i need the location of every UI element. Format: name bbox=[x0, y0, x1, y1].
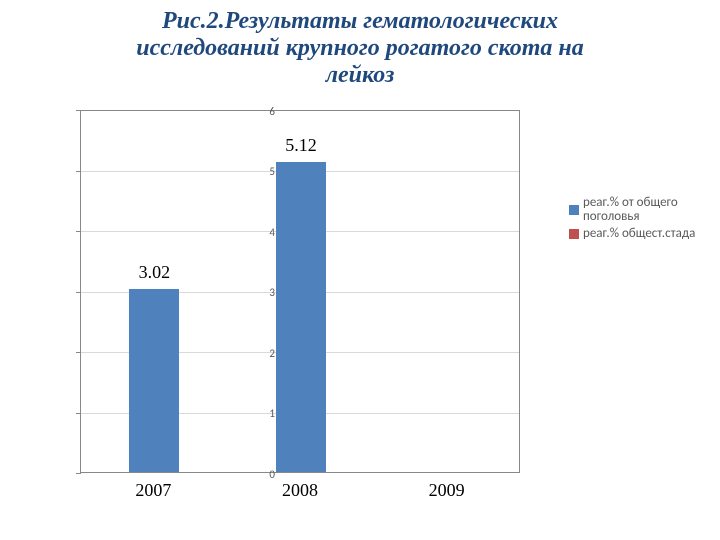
y-tick-label: 2 bbox=[245, 347, 275, 360]
legend-label: реаг.% общест.стада bbox=[583, 227, 695, 241]
y-tickmark bbox=[76, 413, 81, 414]
bar bbox=[276, 162, 326, 472]
y-tickmark bbox=[76, 110, 81, 111]
legend-label: реаг.% от общего поголовья bbox=[583, 196, 708, 225]
bar bbox=[129, 289, 179, 472]
y-tickmark bbox=[76, 473, 81, 474]
y-tick-label: 3 bbox=[245, 286, 275, 299]
y-tick-label: 6 bbox=[245, 105, 275, 118]
title-line-2: исследований крупного рогатого скота на bbox=[136, 35, 584, 61]
legend: реаг.% от общего поголовья реаг.% общест.… bbox=[569, 196, 708, 243]
bar-value-label: 5.12 bbox=[261, 135, 341, 156]
chart-area: 3.025.12 реаг.% от общего поголовьяреаг.… bbox=[0, 110, 720, 535]
y-tickmark bbox=[76, 292, 81, 293]
y-tick-label: 4 bbox=[245, 226, 275, 239]
chart-title: Рис.2.Результаты гематологических исслед… bbox=[0, 0, 720, 89]
plot-area: 3.02 5.12 bbox=[80, 110, 520, 473]
y-tickmark bbox=[76, 171, 81, 172]
legend-swatch bbox=[569, 205, 579, 215]
title-line-1: Рис.2.Результаты гематологических bbox=[162, 8, 558, 34]
x-tick-label: 2009 bbox=[387, 480, 507, 501]
y-tick-label: 0 bbox=[245, 468, 275, 481]
legend-item: реаг.% от общего поголовья bbox=[569, 196, 708, 225]
title-line-3: лейкоз bbox=[326, 62, 395, 88]
y-tickmark bbox=[76, 231, 81, 232]
x-tick-label: 2008 bbox=[240, 480, 360, 501]
bar-value-label: 3.02 bbox=[114, 262, 194, 283]
x-tick-label: 2007 bbox=[93, 480, 213, 501]
y-tick-label: 5 bbox=[245, 165, 275, 178]
legend-item: реаг.% общест.стада bbox=[569, 227, 708, 241]
y-tick-label: 1 bbox=[245, 407, 275, 420]
y-tickmark bbox=[76, 352, 81, 353]
legend-swatch bbox=[569, 229, 579, 239]
